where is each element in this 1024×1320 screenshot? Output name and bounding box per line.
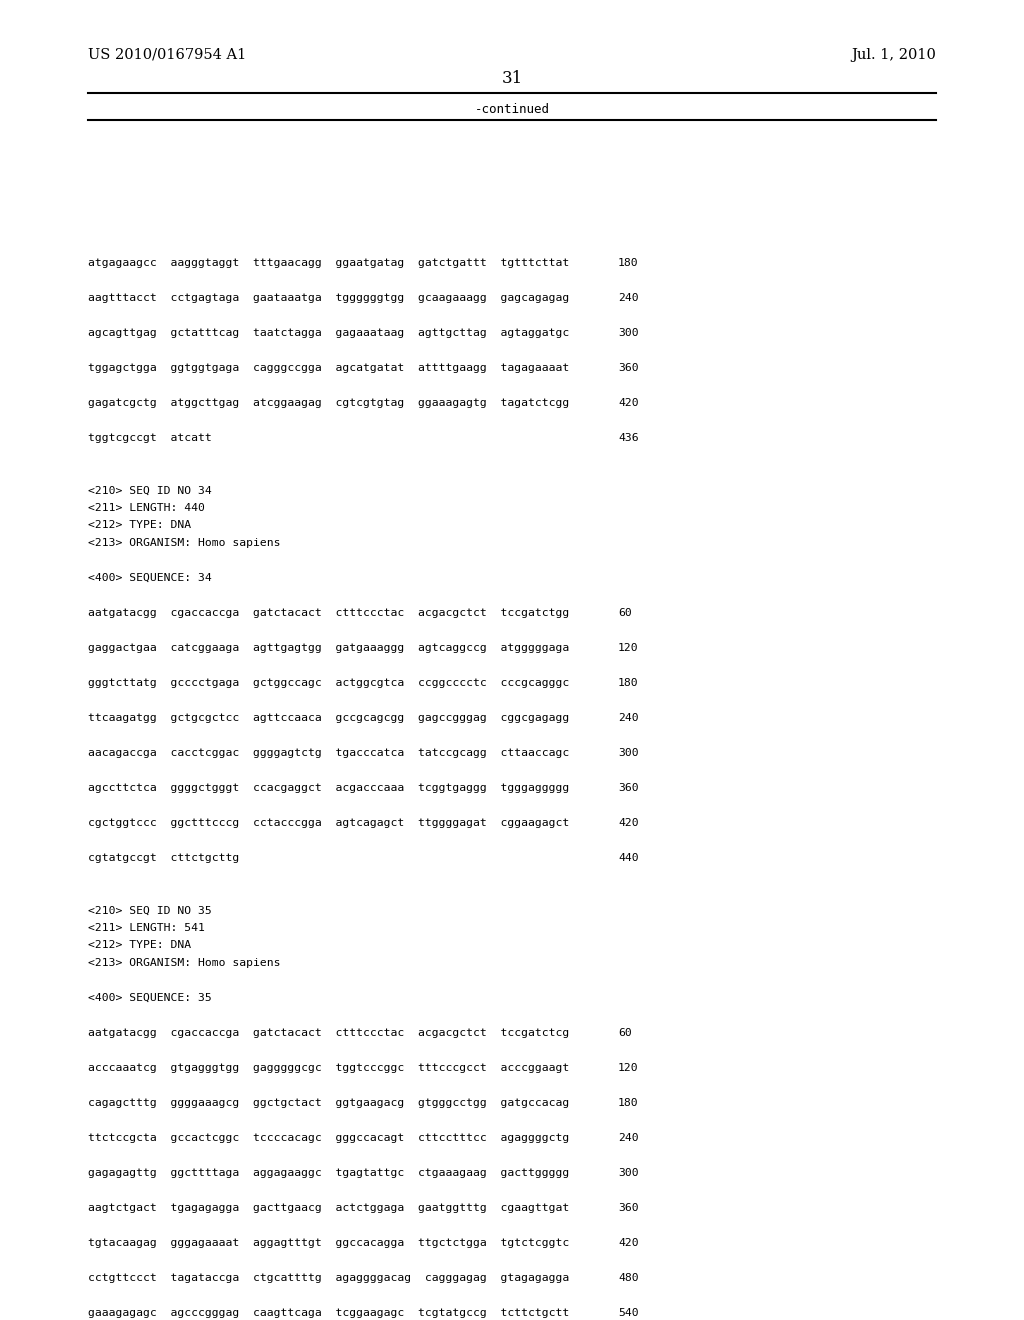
- Text: 240: 240: [618, 293, 639, 304]
- Text: <212> TYPE: DNA: <212> TYPE: DNA: [88, 940, 191, 950]
- Text: <210> SEQ ID NO 35: <210> SEQ ID NO 35: [88, 906, 212, 916]
- Text: gaggactgaa  catcggaaga  agttgagtgg  gatgaaaggg  agtcaggccg  atgggggaga: gaggactgaa catcggaaga agttgagtgg gatgaaa…: [88, 643, 569, 653]
- Text: <400> SEQUENCE: 34: <400> SEQUENCE: 34: [88, 573, 212, 583]
- Text: 420: 420: [618, 818, 639, 828]
- Text: cgctggtccc  ggctttcccg  cctacccgga  agtcagagct  ttggggagat  cggaagagct: cgctggtccc ggctttcccg cctacccgga agtcaga…: [88, 818, 569, 828]
- Text: 180: 180: [618, 1098, 639, 1107]
- Text: 120: 120: [618, 1063, 639, 1073]
- Text: ttctccgcta  gccactcggc  tccccacagc  gggccacagt  cttcctttcc  agaggggctg: ttctccgcta gccactcggc tccccacagc gggccac…: [88, 1133, 569, 1143]
- Text: aacagaccga  cacctcggac  ggggagtctg  tgacccatca  tatccgcagg  cttaaccagc: aacagaccga cacctcggac ggggagtctg tgaccca…: [88, 748, 569, 758]
- Text: 480: 480: [618, 1272, 639, 1283]
- Text: 180: 180: [618, 678, 639, 688]
- Text: 420: 420: [618, 1238, 639, 1247]
- Text: agcagttgag  gctatttcag  taatctagga  gagaaataag  agttgcttag  agtaggatgc: agcagttgag gctatttcag taatctagga gagaaat…: [88, 327, 569, 338]
- Text: gagatcgctg  atggcttgag  atcggaagag  cgtcgtgtag  ggaaagagtg  tagatctcgg: gagatcgctg atggcttgag atcggaagag cgtcgtg…: [88, 399, 569, 408]
- Text: <210> SEQ ID NO 34: <210> SEQ ID NO 34: [88, 486, 212, 495]
- Text: 360: 360: [618, 363, 639, 374]
- Text: 360: 360: [618, 1203, 639, 1213]
- Text: 240: 240: [618, 1133, 639, 1143]
- Text: 300: 300: [618, 1168, 639, 1177]
- Text: tggagctgga  ggtggtgaga  cagggccgga  agcatgatat  attttgaagg  tagagaaaat: tggagctgga ggtggtgaga cagggccgga agcatga…: [88, 363, 569, 374]
- Text: agccttctca  ggggctgggt  ccacgaggct  acgacccaaa  tcggtgaggg  tgggaggggg: agccttctca ggggctgggt ccacgaggct acgaccc…: [88, 783, 569, 793]
- Text: 360: 360: [618, 783, 639, 793]
- Text: <213> ORGANISM: Homo sapiens: <213> ORGANISM: Homo sapiens: [88, 539, 281, 548]
- Text: 180: 180: [618, 257, 639, 268]
- Text: gagagagttg  ggcttttaga  aggagaaggc  tgagtattgc  ctgaaagaag  gacttggggg: gagagagttg ggcttttaga aggagaaggc tgagtat…: [88, 1168, 569, 1177]
- Text: 31: 31: [502, 70, 522, 87]
- Text: 60: 60: [618, 1028, 632, 1038]
- Text: -continued: -continued: [474, 103, 550, 116]
- Text: gggtcttatg  gcccctgaga  gctggccagc  actggcgtca  ccggcccctc  cccgcagggc: gggtcttatg gcccctgaga gctggccagc actggcg…: [88, 678, 569, 688]
- Text: <211> LENGTH: 440: <211> LENGTH: 440: [88, 503, 205, 513]
- Text: cctgttccct  tagataccga  ctgcattttg  agaggggacag  cagggagag  gtagagagga: cctgttccct tagataccga ctgcattttg agagggg…: [88, 1272, 569, 1283]
- Text: 436: 436: [618, 433, 639, 444]
- Text: tggtcgccgt  atcatt: tggtcgccgt atcatt: [88, 433, 212, 444]
- Text: 540: 540: [618, 1308, 639, 1317]
- Text: 60: 60: [618, 609, 632, 618]
- Text: <212> TYPE: DNA: <212> TYPE: DNA: [88, 520, 191, 531]
- Text: 240: 240: [618, 713, 639, 723]
- Text: cgtatgccgt  cttctgcttg: cgtatgccgt cttctgcttg: [88, 853, 240, 863]
- Text: 300: 300: [618, 748, 639, 758]
- Text: acccaaatcg  gtgagggtgg  gagggggcgc  tggtcccggc  tttcccgcct  acccggaagt: acccaaatcg gtgagggtgg gagggggcgc tggtccc…: [88, 1063, 569, 1073]
- Text: 300: 300: [618, 327, 639, 338]
- Text: <211> LENGTH: 541: <211> LENGTH: 541: [88, 923, 205, 933]
- Text: aatgatacgg  cgaccaccga  gatctacact  ctttccctac  acgacgctct  tccgatctgg: aatgatacgg cgaccaccga gatctacact ctttccc…: [88, 609, 569, 618]
- Text: aatgatacgg  cgaccaccga  gatctacact  ctttccctac  acgacgctct  tccgatctcg: aatgatacgg cgaccaccga gatctacact ctttccc…: [88, 1028, 569, 1038]
- Text: tgtacaagag  gggagaaaat  aggagtttgt  ggccacagga  ttgctctgga  tgtctcggtc: tgtacaagag gggagaaaat aggagtttgt ggccaca…: [88, 1238, 569, 1247]
- Text: Jul. 1, 2010: Jul. 1, 2010: [851, 48, 936, 62]
- Text: aagtctgact  tgagagagga  gacttgaacg  actctggaga  gaatggtttg  cgaagttgat: aagtctgact tgagagagga gacttgaacg actctgg…: [88, 1203, 569, 1213]
- Text: <213> ORGANISM: Homo sapiens: <213> ORGANISM: Homo sapiens: [88, 958, 281, 968]
- Text: 120: 120: [618, 643, 639, 653]
- Text: ttcaagatgg  gctgcgctcc  agttccaaca  gccgcagcgg  gagccgggag  cggcgagagg: ttcaagatgg gctgcgctcc agttccaaca gccgcag…: [88, 713, 569, 723]
- Text: 420: 420: [618, 399, 639, 408]
- Text: US 2010/0167954 A1: US 2010/0167954 A1: [88, 48, 246, 62]
- Text: aagtttacct  cctgagtaga  gaataaatga  tggggggtgg  gcaagaaagg  gagcagagag: aagtttacct cctgagtaga gaataaatga tgggggg…: [88, 293, 569, 304]
- Text: <400> SEQUENCE: 35: <400> SEQUENCE: 35: [88, 993, 212, 1003]
- Text: 440: 440: [618, 853, 639, 863]
- Text: cagagctttg  ggggaaagcg  ggctgctact  ggtgaagacg  gtgggcctgg  gatgccacag: cagagctttg ggggaaagcg ggctgctact ggtgaag…: [88, 1098, 569, 1107]
- Text: gaaagagagc  agcccgggag  caagttcaga  tcggaagagc  tcgtatgccg  tcttctgctt: gaaagagagc agcccgggag caagttcaga tcggaag…: [88, 1308, 569, 1317]
- Text: atgagaagcc  aagggtaggt  tttgaacagg  ggaatgatag  gatctgattt  tgtttcttat: atgagaagcc aagggtaggt tttgaacagg ggaatga…: [88, 257, 569, 268]
